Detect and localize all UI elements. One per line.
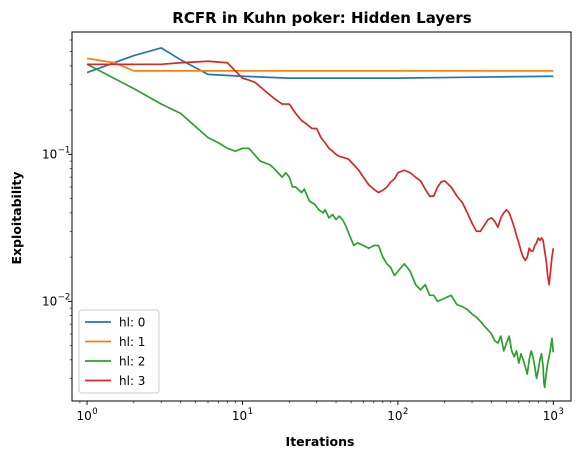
legend-box <box>78 309 160 394</box>
series-line-0 <box>86 47 554 80</box>
legend-label-2: hl: 2 <box>119 355 145 369</box>
series-line-3 <box>87 60 555 286</box>
plot-lines <box>86 47 555 389</box>
legend-label-1: hl: 1 <box>119 335 145 349</box>
series-line-1 <box>86 57 554 72</box>
legend-label-3: hl: 3 <box>119 374 145 388</box>
x-axis-label: Iterations <box>286 434 355 449</box>
y-axis-label: Exploitability <box>9 171 24 264</box>
series-line-2 <box>86 63 555 389</box>
chart-title: RCFR in Kuhn poker: Hidden Layers <box>172 9 471 27</box>
legend: hl: 0 hl: 1 hl: 2 hl: 3 <box>78 309 160 394</box>
legend-label-0: hl: 0 <box>119 316 145 330</box>
axes <box>71 31 572 402</box>
plot-frame <box>71 31 572 402</box>
